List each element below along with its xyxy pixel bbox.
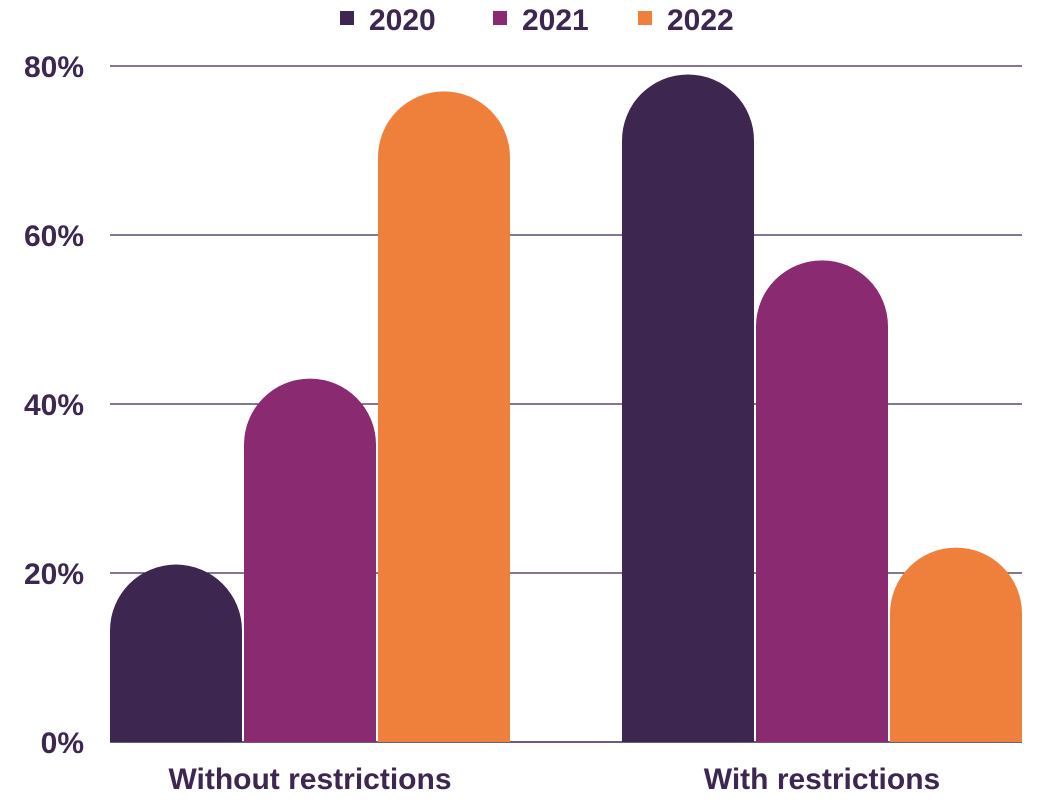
legend-label-2021: 2021 bbox=[522, 4, 589, 37]
y-tick-label: 40% bbox=[24, 389, 84, 422]
legend: 2020 2021 2022 bbox=[340, 4, 734, 37]
bars bbox=[110, 74, 1022, 742]
bar-2021-with-restrictions bbox=[756, 260, 888, 742]
legend-label-2020: 2020 bbox=[369, 4, 436, 37]
legend-swatch-2020 bbox=[340, 11, 354, 25]
bar-2020-without-restrictions bbox=[110, 564, 242, 742]
y-tick-label: 20% bbox=[24, 558, 84, 591]
legend-swatch-2022 bbox=[638, 11, 652, 25]
bar-2022-with-restrictions bbox=[890, 547, 1022, 742]
bar-2021-without-restrictions bbox=[244, 378, 376, 742]
y-tick-label: 80% bbox=[24, 51, 84, 84]
y-tick-label: 60% bbox=[24, 220, 84, 253]
x-category-label: Without restrictions bbox=[168, 763, 451, 796]
legend-label-2022: 2022 bbox=[667, 4, 734, 37]
bar-2020-with-restrictions bbox=[622, 74, 754, 742]
y-tick-label: 0% bbox=[41, 727, 84, 760]
bar-2022-without-restrictions bbox=[378, 91, 510, 742]
x-axis-category-labels: Without restrictions With restrictions bbox=[168, 763, 940, 796]
x-category-label: With restrictions bbox=[704, 763, 940, 796]
y-axis-tick-labels: 0% 20% 40% 60% 80% bbox=[24, 51, 84, 760]
legend-swatch-2021 bbox=[493, 11, 507, 25]
